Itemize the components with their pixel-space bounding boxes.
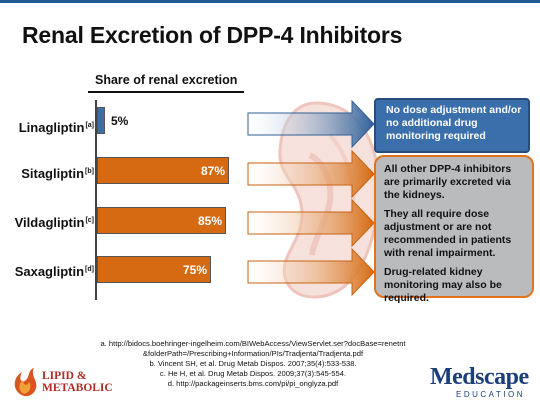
data-label-linagliptin: 5% — [111, 114, 129, 128]
lipid-metabolic-logo-text: LIPID & METABOLIC — [42, 370, 113, 394]
bar-sitagliptin — [97, 157, 229, 184]
references: a. http://bidocs.boehringer-ingelheim.co… — [98, 339, 408, 389]
reference-a: a. http://bidocs.boehringer-ingelheim.co… — [100, 339, 406, 358]
callout-text-3: Drug-related kidney monitoring may also … — [384, 266, 502, 304]
callout-text-1: All other DPP-4 inhibitors are primarily… — [384, 163, 512, 201]
lipid-metabolic-logo-icon — [14, 368, 37, 397]
data-label-sitagliptin: 87% — [200, 164, 225, 178]
category-label-saxagliptin: Saxagliptin[d] — [14, 264, 94, 279]
kidney-background-image — [278, 101, 381, 299]
callout-text-2: They all require dose adjustment or are … — [384, 208, 512, 259]
category-axis-line — [95, 100, 97, 300]
slide-title: Renal Excretion of DPP-4 Inhibitors — [22, 22, 403, 48]
data-label-saxagliptin: 75% — [182, 263, 207, 277]
category-label-vildagliptin: Vildagliptin[c] — [14, 215, 94, 230]
category-label-linagliptin: Linagliptin[a] — [18, 120, 94, 135]
subtitle-underline — [88, 91, 244, 93]
reference-d: d. http://packageinserts.bms.com/pi/pi_o… — [167, 379, 339, 388]
data-label-vildagliptin: 85% — [197, 214, 222, 228]
bar-linagliptin — [97, 107, 105, 134]
medscape-logo: Medscape — [430, 364, 529, 390]
reference-b: b. Vincent SH, et al. Drug Metab Dispos.… — [149, 359, 357, 368]
bar-vildagliptin — [97, 207, 226, 234]
medscape-education-label: EDUCATION — [456, 390, 526, 399]
callout-other-inhibitors: All other DPP-4 inhibitors are primarily… — [374, 155, 534, 304]
category-label-sitagliptin: Sitagliptin[b] — [21, 166, 94, 181]
top-accent-line — [0, 0, 540, 3]
reference-c: c. He H, et al. Drug Metab Dispos. 2009;… — [159, 369, 347, 378]
callout-no-adjustment: No dose adjustment and/or no additional … — [374, 98, 530, 153]
chart-subtitle: Share of renal excretion — [95, 73, 238, 87]
bar-saxagliptin — [97, 256, 211, 283]
